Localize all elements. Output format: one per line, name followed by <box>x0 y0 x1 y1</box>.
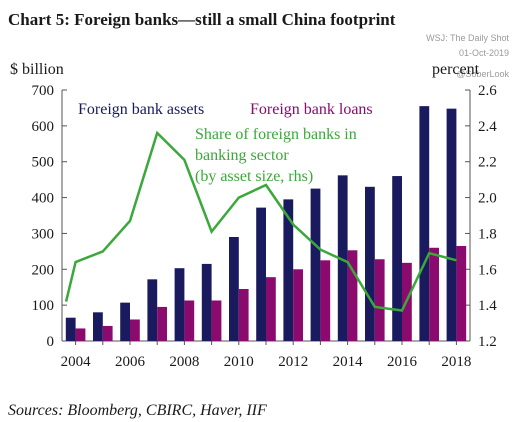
left-axis-tick-label: 200 <box>32 262 55 278</box>
bar-loans <box>75 328 86 341</box>
left-axis-tick-label: 0 <box>47 334 55 350</box>
x-axis-tick-label: 2008 <box>169 354 199 370</box>
bar-assets <box>229 237 239 341</box>
right-axis-tick-label: 1.8 <box>478 226 497 242</box>
source-note: Sources: Bloomberg, CBIRC, Haver, IIF <box>8 402 267 419</box>
bar-assets <box>120 302 130 341</box>
right-axis-tick-label: 2.2 <box>478 155 497 171</box>
x-axis-tick-label: 2018 <box>441 354 471 370</box>
bar-assets <box>365 186 375 341</box>
bar-assets <box>392 176 402 341</box>
x-axis-tick-label: 2016 <box>387 354 418 370</box>
bar-loans <box>130 319 140 341</box>
bar-loans <box>320 260 331 341</box>
bar-assets <box>147 279 158 341</box>
bar-loans <box>293 269 303 341</box>
bar-assets <box>201 263 212 341</box>
bar-loans <box>238 289 249 341</box>
bar-assets <box>283 199 294 341</box>
right-axis-tick-label: 1.4 <box>478 298 497 314</box>
bar-loans <box>102 325 113 341</box>
bar-assets <box>419 106 430 341</box>
bar-assets <box>93 312 103 341</box>
legend-loans-label: Foreign bank loans <box>250 101 373 118</box>
bar-assets <box>174 268 185 341</box>
bar-loans <box>429 247 439 341</box>
bar-loans <box>456 245 467 341</box>
legend-share-label-line-2: banking sector <box>195 147 289 164</box>
bar-series <box>65 106 467 341</box>
right-axis-tick-label: 1.2 <box>478 334 497 350</box>
left-axis-tick-label: 500 <box>32 155 55 171</box>
left-axis-unit-label: $ billion <box>10 61 64 78</box>
bar-assets <box>337 175 348 341</box>
watermark-handle: @SoberLook <box>456 69 509 79</box>
left-axis-tick-label: 700 <box>32 83 55 99</box>
x-axis-tick-label: 2004 <box>61 354 92 370</box>
bar-loans <box>266 277 276 341</box>
watermark-date: 01-Oct-2019 <box>459 48 509 58</box>
bar-loans <box>374 259 385 341</box>
left-axis-tick-label: 600 <box>32 119 55 135</box>
bar-loans <box>347 250 358 341</box>
bar-loans <box>184 300 195 341</box>
right-axis-tick-label: 1.6 <box>478 262 497 278</box>
bar-assets <box>310 188 321 341</box>
watermark-source: WSJ: The Daily Shot <box>426 33 509 43</box>
legend-share-label-line-3: (by asset size, rhs) <box>195 168 313 185</box>
x-axis-ticks: 2004 2006 2008 2010 2012 2014 2016 2018 <box>61 341 471 370</box>
bar-assets <box>446 108 457 341</box>
x-axis-tick-label: 2006 <box>115 354 146 370</box>
bar-assets <box>256 207 266 341</box>
chart-title: Chart 5: Foreign banks—still a small Chi… <box>8 10 396 29</box>
left-axis-ticks: 0 100 200 300 400 500 600 700 <box>32 83 67 350</box>
bar-loans <box>211 300 222 341</box>
right-axis-tick-label: 2.6 <box>478 83 497 99</box>
left-axis-tick-label: 400 <box>32 191 55 207</box>
legend-assets-label: Foreign bank assets <box>78 101 204 118</box>
line-series <box>64 130 457 312</box>
right-axis-unit-label: percent <box>432 61 480 78</box>
bar-loans <box>157 306 167 341</box>
share-line <box>64 130 457 312</box>
plot-area: 0 100 200 300 400 500 600 700 1.2 1.4 1.6 1.8 2.0 2.… <box>32 83 498 370</box>
right-axis-ticks: 1.2 1.4 1.6 1.8 2.0 2.2 2.4 2.6 <box>465 83 497 350</box>
left-axis-tick-label: 300 <box>32 226 55 242</box>
x-axis-tick-label: 2014 <box>333 354 364 370</box>
legend-share-label-line-1: Share of foreign banks in <box>195 126 357 143</box>
bar-assets <box>65 317 76 341</box>
right-axis-tick-label: 2.4 <box>478 119 497 135</box>
right-axis-tick-label: 2.0 <box>478 191 497 207</box>
x-axis-tick-label: 2010 <box>224 354 254 370</box>
x-axis-tick-label: 2012 <box>278 354 308 370</box>
left-axis-tick-label: 100 <box>32 298 55 314</box>
